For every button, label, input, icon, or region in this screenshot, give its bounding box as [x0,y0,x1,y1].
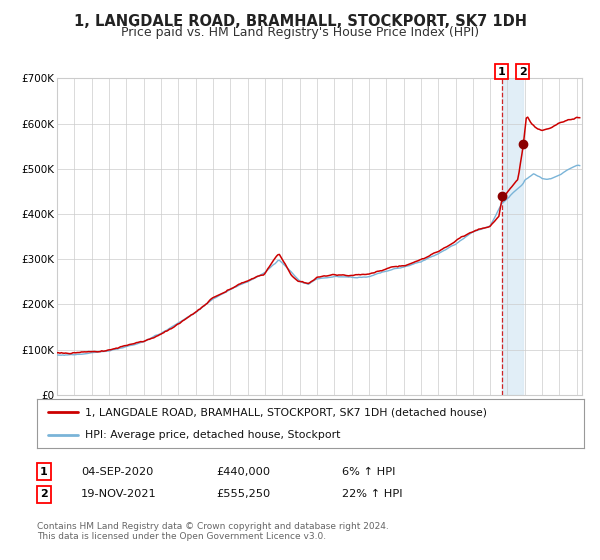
Text: £440,000: £440,000 [216,466,270,477]
Text: £555,250: £555,250 [216,489,270,500]
Text: 6% ↑ HPI: 6% ↑ HPI [342,466,395,477]
Text: Price paid vs. HM Land Registry's House Price Index (HPI): Price paid vs. HM Land Registry's House … [121,26,479,39]
Bar [502,78,523,395]
Text: Contains HM Land Registry data © Crown copyright and database right 2024.
This d: Contains HM Land Registry data © Crown c… [37,522,389,542]
Text: 1: 1 [498,67,506,77]
Text: 1, LANGDALE ROAD, BRAMHALL, STOCKPORT, SK7 1DH: 1, LANGDALE ROAD, BRAMHALL, STOCKPORT, S… [74,14,527,29]
Text: 1, LANGDALE ROAD, BRAMHALL, STOCKPORT, SK7 1DH (detached house): 1, LANGDALE ROAD, BRAMHALL, STOCKPORT, S… [85,407,487,417]
Text: 2: 2 [519,67,527,77]
Text: 19-NOV-2021: 19-NOV-2021 [81,489,157,500]
Text: 22% ↑ HPI: 22% ↑ HPI [342,489,403,500]
Text: HPI: Average price, detached house, Stockport: HPI: Average price, detached house, Stoc… [85,430,341,440]
Text: 1: 1 [40,466,47,477]
Text: 04-SEP-2020: 04-SEP-2020 [81,466,154,477]
Text: 2: 2 [40,489,47,500]
